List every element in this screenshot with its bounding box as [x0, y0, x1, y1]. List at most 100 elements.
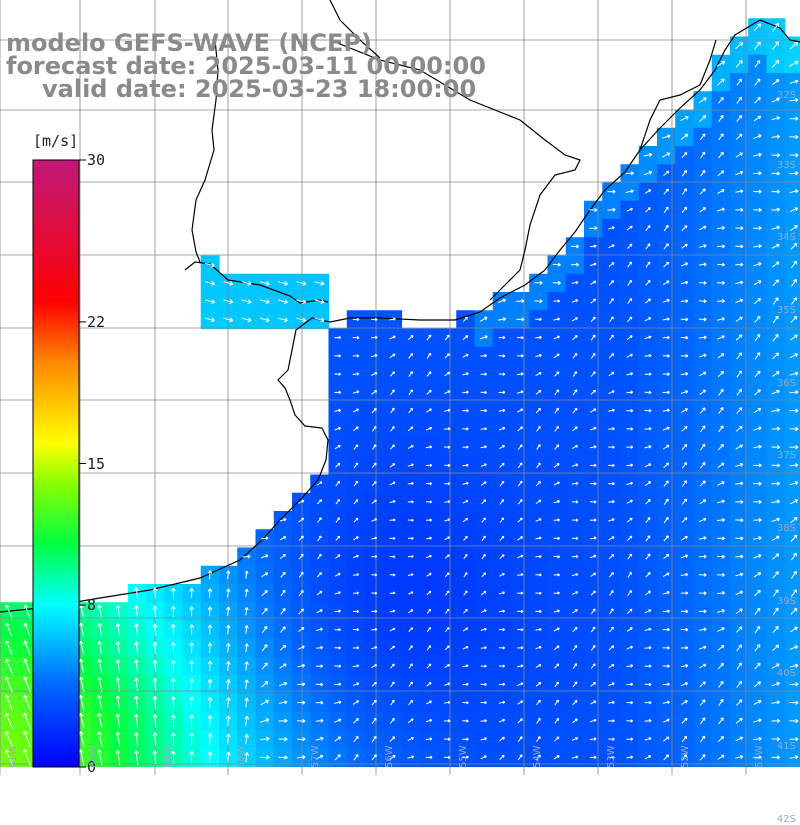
wind-arrow — [698, 353, 707, 358]
wind-arrow — [753, 226, 762, 231]
wind-arrow — [608, 700, 615, 705]
forecast-date: forecast date: 2025-03-11 00:00:00 — [6, 52, 486, 80]
wind-arrow — [23, 658, 31, 674]
wind-arrow — [445, 627, 450, 633]
wind-arrow — [353, 517, 359, 523]
wind-arrow — [352, 664, 360, 668]
wind-arrow — [223, 299, 234, 304]
wind-arrow — [644, 335, 652, 340]
wind-arrow — [698, 244, 707, 248]
wind-arrow — [480, 445, 487, 449]
wind-arrow — [716, 317, 725, 321]
wind-arrow — [353, 735, 359, 743]
wind-arrow — [754, 389, 761, 396]
wind-arrow — [480, 627, 487, 631]
wind-arrow — [425, 737, 433, 741]
wind-arrow — [259, 736, 270, 742]
wind-arrow — [499, 535, 505, 541]
latitude-label: 41S — [776, 741, 796, 752]
coastline-shore — [0, 19, 800, 613]
wind-arrow — [771, 189, 781, 194]
wind-arrow — [260, 699, 269, 706]
wind-arrow — [571, 280, 579, 285]
wind-arrow — [23, 622, 31, 637]
wind-arrow — [699, 407, 706, 414]
wind-arrow — [753, 152, 762, 157]
wind-arrow — [535, 627, 542, 632]
wind-arrow — [23, 712, 31, 729]
wind-arrow — [259, 281, 270, 286]
wind-arrow — [152, 587, 158, 599]
wind-arrow — [626, 207, 634, 212]
wind-arrow — [626, 481, 634, 485]
wind-arrow — [680, 299, 689, 303]
wind-arrow — [717, 554, 725, 559]
wind-arrow — [717, 591, 726, 595]
wind-arrow — [753, 444, 762, 449]
wind-arrow — [334, 408, 342, 413]
wind-arrow — [772, 644, 780, 651]
wind-arrow — [371, 536, 378, 540]
wind-arrow — [498, 298, 506, 303]
wind-arrow — [662, 335, 670, 340]
wind-arrow — [662, 408, 670, 413]
wind-arrow — [371, 681, 377, 687]
wind-arrow — [371, 754, 377, 761]
wind-arrow — [552, 262, 561, 267]
wind-arrow — [609, 608, 614, 615]
wind-arrow — [680, 645, 689, 650]
wind-arrow — [315, 754, 324, 760]
wind-arrow — [352, 317, 360, 322]
wind-arrow — [572, 407, 578, 414]
wind-arrow — [590, 536, 597, 540]
wind-arrow — [753, 700, 762, 705]
wind-arrow — [353, 444, 359, 450]
wind-arrow — [736, 388, 742, 396]
wind-arrow — [23, 730, 31, 748]
wind-arrow — [535, 591, 542, 595]
wind-arrow — [772, 41, 780, 50]
wind-arrow — [353, 753, 359, 761]
wind-arrow — [662, 298, 670, 303]
wind-arrow — [389, 555, 396, 559]
wind-arrow — [260, 718, 270, 723]
wind-arrow — [316, 609, 323, 614]
wind-arrow — [296, 317, 307, 323]
wind-arrow — [608, 427, 615, 431]
wind-arrow — [789, 60, 799, 67]
wind-arrow — [462, 645, 469, 650]
colorbar-units: [m/s] — [33, 132, 79, 150]
wind-arrow — [259, 299, 270, 304]
wind-arrow — [572, 389, 578, 396]
wind-arrow — [462, 463, 469, 467]
wind-arrow — [334, 718, 342, 723]
wind-arrow — [717, 609, 725, 613]
wind-arrow — [771, 261, 780, 268]
wind-arrow — [609, 590, 614, 596]
wind-arrow — [536, 444, 541, 450]
wind-arrow — [590, 554, 597, 559]
wind-arrow — [626, 427, 634, 431]
wind-arrow — [189, 660, 195, 672]
wind-arrow — [443, 408, 451, 412]
wind-arrow — [626, 645, 634, 650]
wind-arrow — [735, 590, 744, 596]
wind-arrow — [535, 518, 542, 522]
wind-arrow — [462, 627, 469, 632]
wind-arrow — [789, 736, 799, 742]
longitude-label: 54W — [532, 745, 543, 768]
wind-arrow — [261, 590, 268, 597]
wind-arrow — [572, 352, 578, 359]
wind-arrow — [736, 370, 742, 378]
wind-arrow — [498, 609, 506, 613]
wind-arrow — [736, 699, 743, 706]
wind-arrow — [407, 555, 414, 558]
wind-arrow — [152, 605, 158, 618]
wind-arrow — [426, 572, 432, 577]
wind-arrow — [571, 317, 579, 322]
wind-arrow — [225, 679, 231, 690]
wind-arrow — [371, 664, 378, 669]
wind-arrow — [97, 695, 103, 710]
wind-arrow — [407, 426, 414, 432]
wind-arrow — [789, 663, 799, 668]
